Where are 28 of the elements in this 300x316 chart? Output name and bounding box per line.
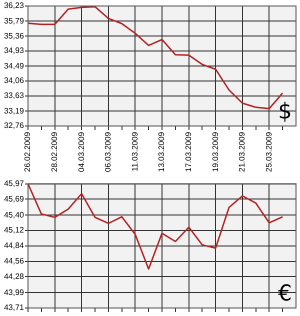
- y-tick-label: 44,28: [4, 272, 25, 281]
- y-tick-label: 35,36: [4, 31, 25, 40]
- x-tick-label: 21.03.2009: [238, 131, 247, 172]
- x-tick-label: 25.03.2009: [264, 131, 274, 172]
- x-tick-label: 26.02.2009: [23, 131, 32, 172]
- x-tick-label: 17.03.2009: [184, 131, 194, 172]
- y-tick-label: 44,84: [4, 241, 25, 250]
- y-tick-label: 45,97: [4, 179, 25, 188]
- y-tick-label: 44,56: [4, 256, 25, 266]
- x-tick-label: 19.03.2009: [210, 131, 220, 172]
- y-tick-label: 33,19: [4, 106, 25, 116]
- y-tick-label: 34,93: [4, 46, 25, 56]
- x-tick-label: 11.03.2009: [130, 131, 140, 172]
- y-tick-label: 34,49: [4, 61, 25, 70]
- y-tick-label: 33,63: [4, 91, 25, 100]
- x-tick-label: 06.03.2009: [104, 131, 113, 172]
- y-tick-label: 35,79: [4, 16, 25, 26]
- x-tick-label: 04.03.2009: [76, 131, 86, 172]
- y-tick-label: 45,40: [4, 210, 25, 220]
- y-tick-label: 45,69: [4, 194, 25, 204]
- x-tick-label: 13.03.2009: [157, 131, 166, 172]
- x-tick-label: 28.02.2009: [50, 131, 60, 172]
- y-tick-label: 45,12: [4, 226, 25, 235]
- y-tick-label: 43,71: [4, 303, 25, 312]
- y-tick-label: 36,23: [4, 1, 25, 10]
- y-tick-label: 43,99: [4, 288, 25, 297]
- y-tick-label: 32,76: [4, 121, 25, 130]
- y-tick-label: 34,06: [4, 76, 25, 86]
